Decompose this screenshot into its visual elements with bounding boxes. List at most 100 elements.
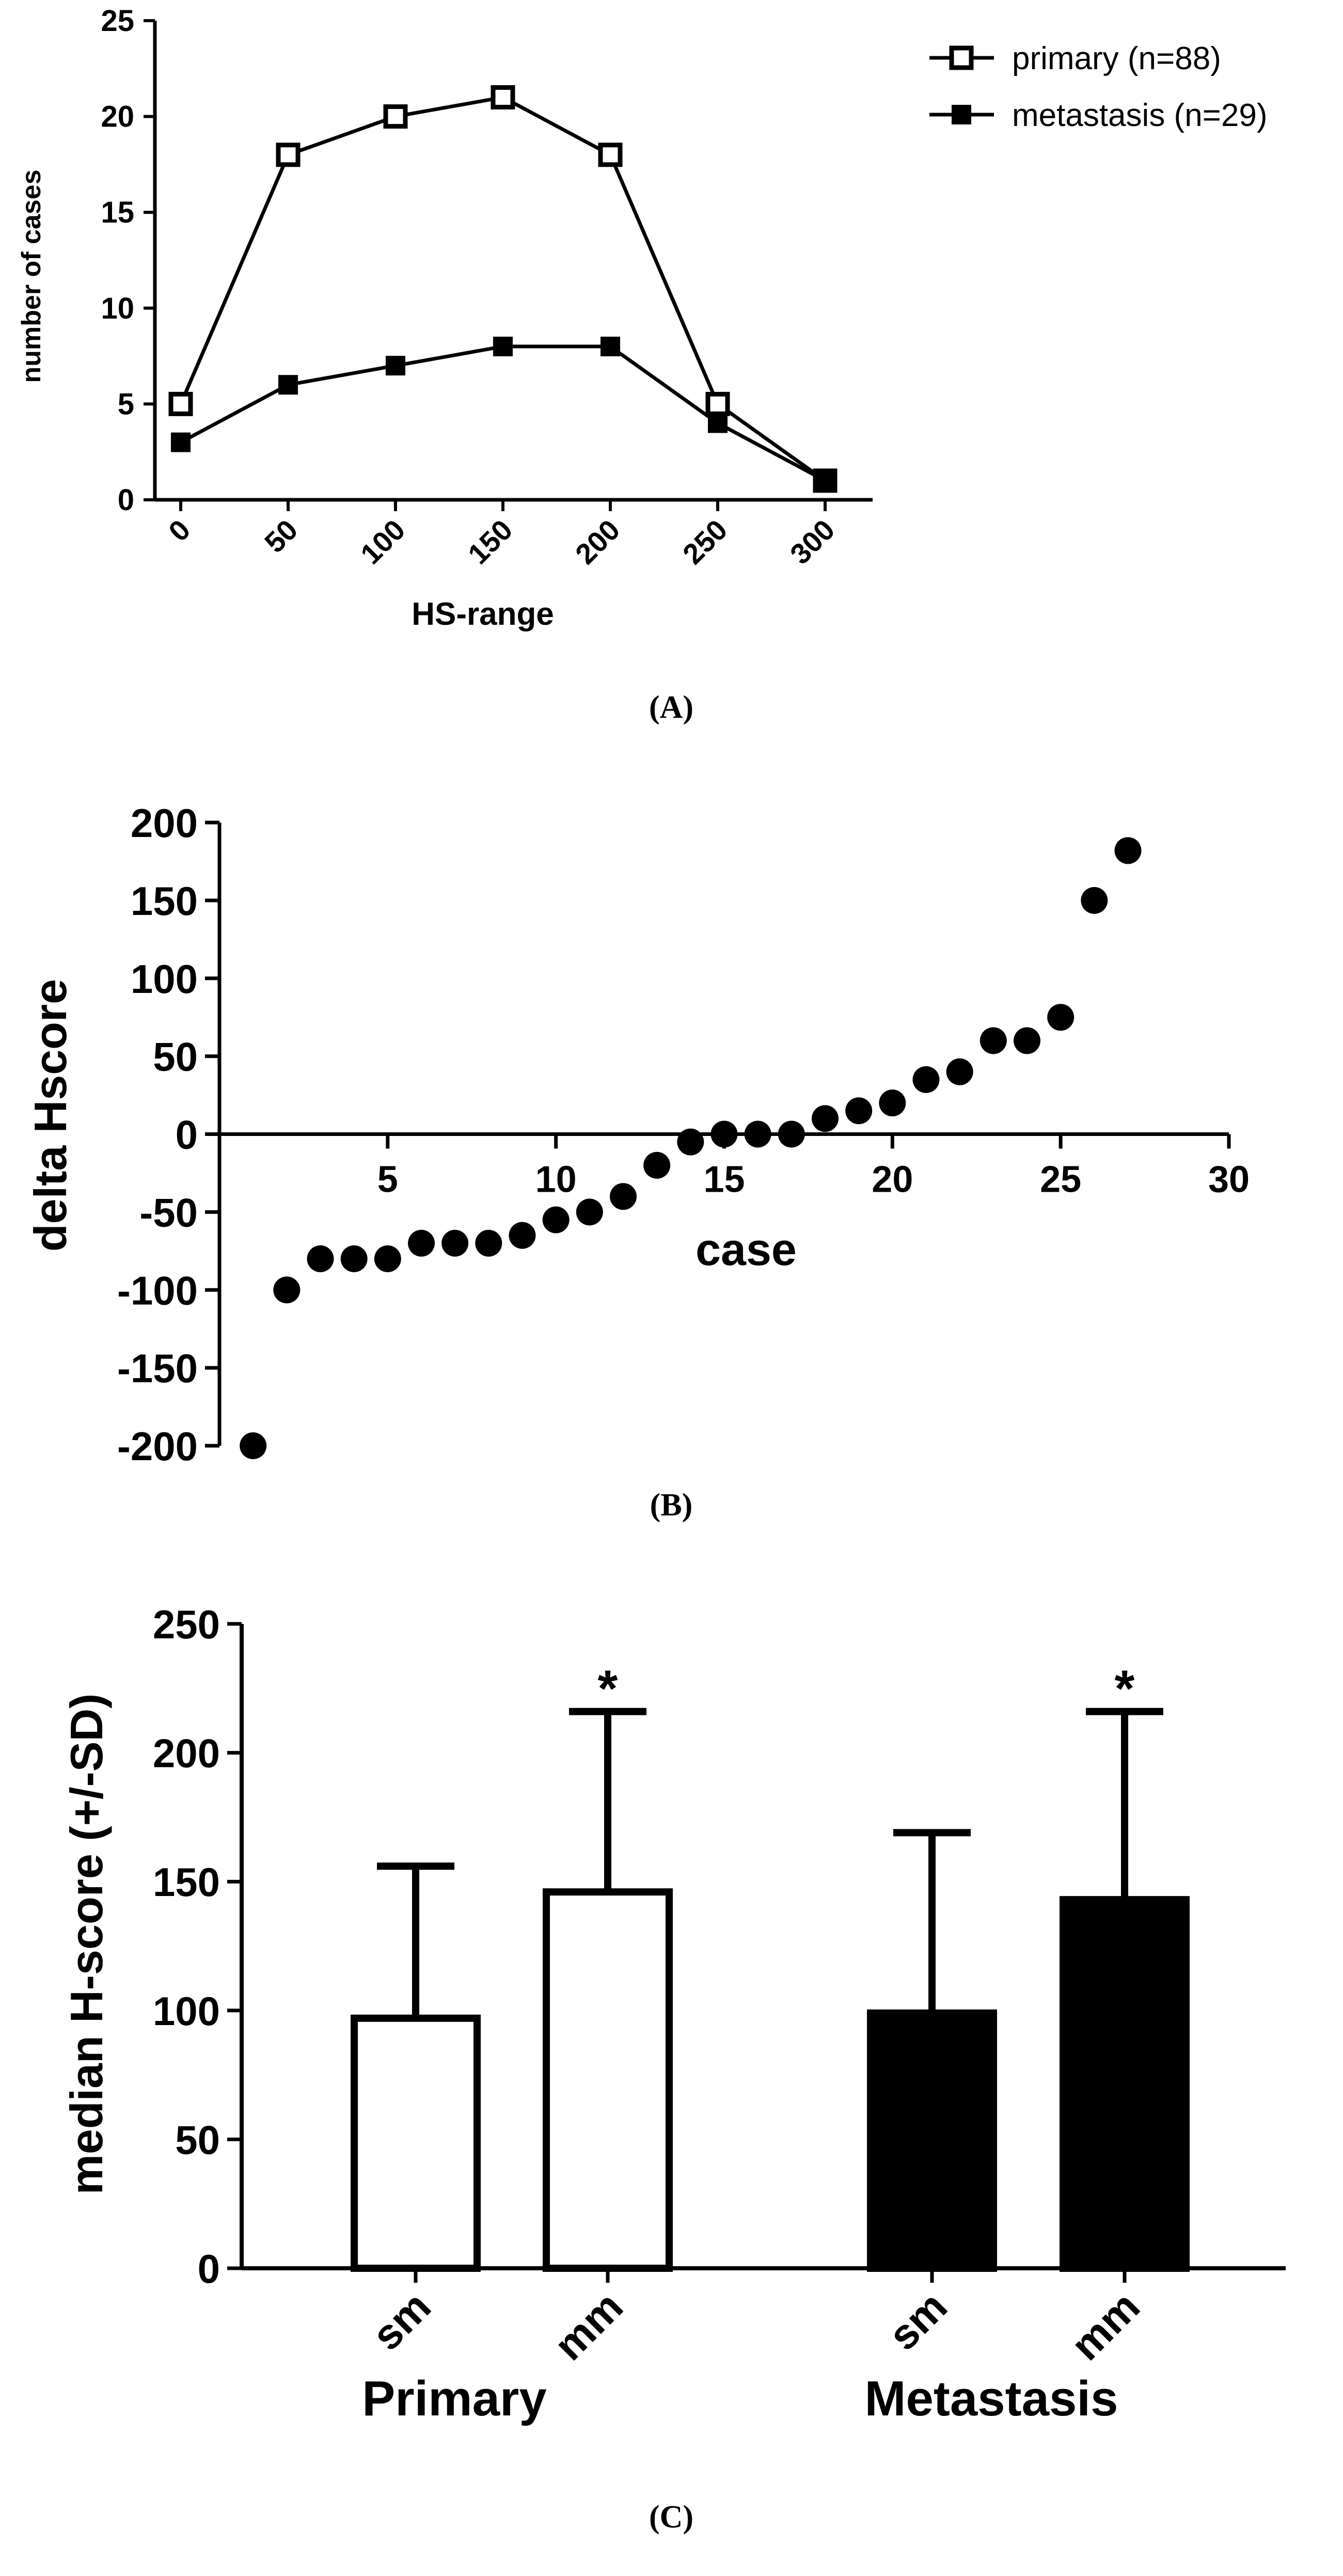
panel-b-data-point [1081,887,1108,914]
panel-c-y-tick-label: 150 [153,1859,220,1905]
panel-a-y-axis-label: number of cases [17,169,46,383]
panel-b-data-point [979,1027,1007,1054]
panel-b-data-point [374,1245,401,1272]
panel-b-data-point [1114,837,1142,864]
panel-a-y-tick-label: 5 [118,387,134,421]
panel-c-bar-label: mm [1062,2283,1148,2369]
panel-b-data-point [576,1198,603,1226]
panel-a-marker-open-square [705,391,730,416]
panel-c-bars: * * [351,1660,1190,2272]
panel-b-axes: 200 150 100 50 0 -50 -100 -150 -200 5 10 15 20 25 30 [117,800,1250,1469]
panel-c-significance-marker: * [598,1660,618,1718]
panel-c-y-tick-label: 200 [153,1731,220,1776]
panel-a-caption: (A) [649,690,693,725]
panel-b-x-tick-label: 20 [872,1159,913,1200]
panel-c-y-tick-label: 50 [175,2117,220,2162]
panel-a-x-axis: 0 50 100 150 200 250 300 [155,498,873,571]
panel-b-y-tick-label: 0 [176,1112,198,1158]
panel-b-y-tick-label: -150 [117,1346,198,1391]
panel-c-group-label: Metastasis [865,2371,1118,2426]
panel-a-marker-filled-square [171,432,191,452]
panel-b-data-point [710,1120,738,1148]
panel-a-x-tick-label: 200 [569,513,626,571]
panel-a-marker-open-square [276,143,301,167]
panel-a-x-tick-label: 0 [162,513,197,548]
panel-c-y-axis-label: median H-score (+/-SD) [61,1694,112,2195]
panel-a-marker-open-square [383,104,408,129]
panel-b-scatter-plot: 200 150 100 50 0 -50 -100 -150 -200 5 10 15 20 25 30 c… [25,800,1250,1523]
panel-a-marker-filled-square [278,375,298,395]
panel-b-data-point [912,1066,940,1093]
panel-b-data-point [340,1245,368,1272]
panel-c-y-tick-label: 100 [153,1988,220,2034]
panel-a-x-axis-label: HS-range [412,596,554,632]
panel-b-x-tick-label: 30 [1208,1159,1250,1200]
panel-b-data-point [542,1206,570,1234]
panel-a-line-chart: 0 5 10 15 20 25 0 50 100 150 200 250 300 HS-range n… [17,4,1268,725]
panel-b-points [240,837,1142,1459]
panel-b-y-tick-label: -200 [117,1424,198,1469]
panel-b-data-point [778,1120,805,1148]
panel-b-x-tick-label: 10 [535,1159,577,1200]
panel-b-data-point [273,1276,301,1304]
panel-a-marker-filled-square [601,337,620,357]
panel-a-y-tick-label: 20 [101,100,134,134]
panel-a-x-tick-label: 100 [354,513,412,571]
panel-b-data-point [408,1229,435,1257]
panel-a-marker-open-square [168,391,193,416]
panel-a-y-tick-label: 15 [101,196,134,229]
panel-a-y-tick-label: 10 [101,292,134,325]
panel-a-y-tick-label: 25 [101,4,134,38]
panel-b-data-point [946,1058,973,1085]
panel-b-x-axis-label: case [696,1224,797,1275]
panel-b-data-point [1047,1004,1075,1031]
panel-b-data-point [610,1183,637,1210]
panel-a-marker-open-square [598,143,623,167]
panel-b-x-tick-label: 15 [703,1159,745,1200]
panel-b-data-point [475,1229,502,1257]
panel-b-data-point [643,1151,671,1179]
panel-b-data-point [812,1105,839,1132]
panel-a-legend-swatch [949,45,974,70]
panel-a-legend-swatch [952,105,971,124]
panel-a-marker-filled-square [815,470,835,491]
panel-c-bar [1060,1896,1190,2272]
panel-b-x-tick-label: 25 [1040,1159,1081,1200]
panel-a-x-tick-label: 50 [258,513,304,559]
panel-c-y-tick-label: 0 [198,2246,220,2291]
panel-b-x-tick-label: 5 [377,1159,398,1200]
panel-c-bar-label: sm [880,2283,956,2359]
panel-b-data-point [677,1128,704,1156]
panel-c-caption: (C) [649,2500,693,2535]
panel-b-y-tick-label: 150 [131,878,198,924]
panel-b-y-tick-label: -100 [117,1268,198,1313]
panel-a-marker-open-square [491,85,515,109]
panel-b-data-point [509,1222,536,1249]
panel-b-data-point [441,1229,469,1257]
panel-a-series [168,85,838,493]
panel-a-x-tick-label: 250 [676,513,734,571]
panel-a-y-tick-label: 0 [118,483,134,517]
panel-b-caption: (B) [650,1488,693,1523]
panel-c-bar [543,1888,673,2272]
panel-a-marker-filled-square [493,337,513,357]
panel-a-legend-label: metastasis (n=29) [1012,98,1268,133]
panel-b-y-tick-label: -50 [139,1190,198,1235]
panel-a-marker-filled-square [386,356,405,376]
panel-c-bar [867,2009,997,2272]
panel-b-data-point [744,1120,771,1148]
panel-b-data-point [1014,1027,1040,1054]
panel-a-marker-filled-square [708,413,728,433]
panel-c-bar-label: mm [545,2283,631,2369]
panel-b-data-point [845,1097,873,1125]
panel-c-significance-marker: * [1115,1660,1135,1718]
panel-a-y-axis: 0 5 10 15 20 25 [101,4,157,517]
panel-c-bar [351,2014,481,2272]
panel-c-group-label: Primary [362,2371,547,2426]
panel-a-legend-label: primary (n=88) [1012,41,1221,76]
panel-b-data-point [240,1432,267,1459]
panel-b-y-axis-label: delta Hscore [25,979,76,1252]
panel-b-y-tick-label: 200 [131,800,198,846]
